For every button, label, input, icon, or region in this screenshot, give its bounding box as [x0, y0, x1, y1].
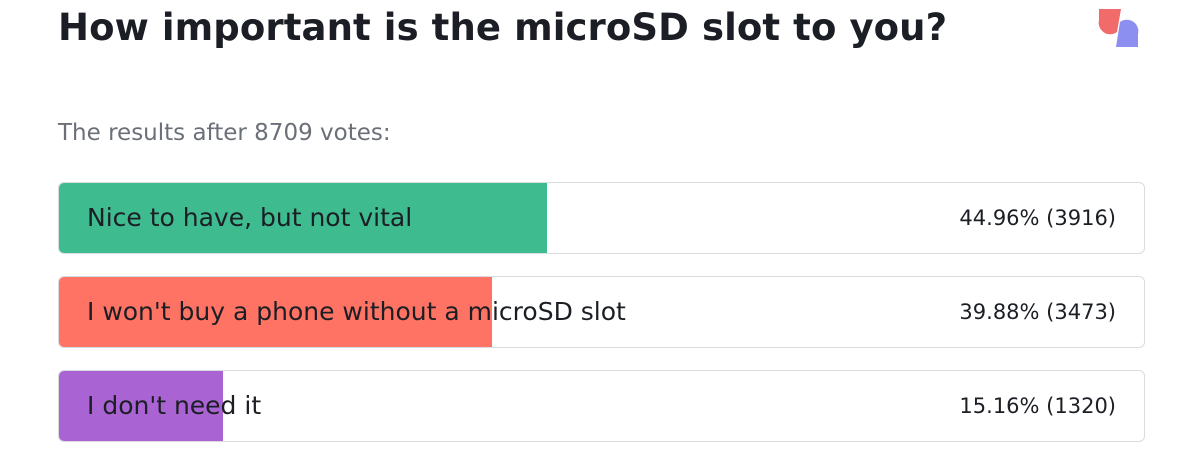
- poll-result-bar: [59, 371, 224, 441]
- poll-result-bar: [59, 183, 547, 253]
- brand-logo-icon: [1098, 9, 1139, 47]
- poll-option-label: I don't need it: [87, 391, 262, 420]
- poll-result-row: I won't buy a phone without a microSD sl…: [58, 276, 1145, 348]
- poll-option-label: I won't buy a phone without a microSD sl…: [87, 297, 626, 326]
- poll-option-stat: 44.96% (3916): [959, 206, 1116, 230]
- poll-title: How important is the microSD slot to you…: [58, 6, 948, 49]
- poll-option-stat: 15.16% (1320): [959, 394, 1116, 418]
- poll-result-bar: [59, 277, 492, 347]
- poll-result-row: I don't need it 15.16% (1320): [58, 370, 1145, 442]
- poll-option-stat: 39.88% (3473): [959, 300, 1116, 324]
- logo-blue-shape: [1116, 19, 1139, 47]
- logo-red-shape: [1098, 9, 1121, 35]
- poll-results: Nice to have, but not vital 44.96% (3916…: [58, 182, 1145, 464]
- results-subtitle: The results after 8709 votes:: [58, 120, 391, 146]
- poll-result-row: Nice to have, but not vital 44.96% (3916…: [58, 182, 1145, 254]
- poll-option-label: Nice to have, but not vital: [87, 203, 413, 232]
